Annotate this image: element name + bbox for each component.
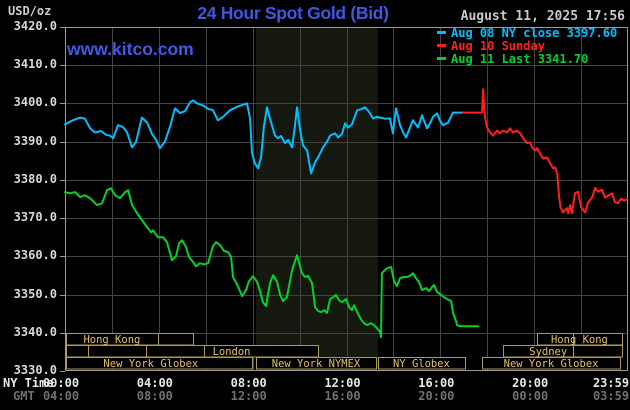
session-box: [256, 357, 377, 370]
session-box: [66, 345, 89, 358]
legend-item-aug08: Aug 08 NY close 3397.60: [437, 25, 618, 40]
session-box: [158, 333, 194, 346]
highlight-band: [255, 27, 378, 371]
x-tick-label-ny: 23:59: [592, 376, 630, 390]
x-tick-label-gmt: 20:00: [418, 389, 455, 403]
series-line-aug10: [462, 88, 629, 215]
x-tick-label-ny: 16:00: [418, 376, 455, 390]
legend-label: Aug 08 NY close 3397.60: [451, 25, 618, 40]
x-tick-label-gmt: 08:00: [136, 389, 173, 403]
y-axis-label: 3360.0: [13, 248, 57, 263]
x-tick-label-gmt: 00:00: [512, 389, 549, 403]
x-tick-label-gmt: 12:00: [230, 389, 267, 403]
x-tick-label-ny: 08:00: [230, 376, 267, 390]
y-axis-label: 3400.0: [13, 95, 57, 110]
page-title: 24 Hour Spot Gold (Bid): [197, 3, 389, 23]
session-label: NY Globex: [392, 357, 450, 370]
datetime-label: August 11, 2025 17:56: [460, 9, 625, 24]
legend-dash-icon: [437, 31, 446, 34]
chart-legend: Aug 08 NY close 3397.60 Aug 10 Sunday Au…: [437, 25, 618, 66]
y-axis-label: 3330.0: [13, 363, 57, 377]
x-tick-label-gmt: 16:00: [324, 389, 361, 403]
y-axis-label: 3380.0: [13, 171, 57, 186]
session-box: [378, 357, 466, 370]
session-label: New York NYMEX: [271, 357, 361, 370]
session-label: London: [212, 345, 251, 358]
session-box: [88, 345, 147, 358]
x-tick-label-gmt: 03:59: [592, 389, 630, 403]
session-label: Sydney: [529, 345, 568, 358]
session-label: Hong Kong: [550, 333, 608, 346]
x-tick-label-ny: 00:00: [42, 376, 80, 390]
y-axis-label: 3420.0: [13, 19, 57, 33]
x-tick-label-ny: 20:00: [512, 376, 549, 390]
y-axis-label: 3410.0: [13, 57, 57, 72]
session-box: [573, 345, 623, 358]
legend-label: Aug 10 Sunday: [451, 38, 545, 53]
y-axis-label: 3370.0: [13, 210, 57, 225]
session-label: New York Globex: [103, 357, 199, 370]
y-axis-label: 3390.0: [13, 133, 57, 148]
y-axis-units-label: USD/oz: [8, 4, 52, 18]
legend-dash-icon: [437, 44, 446, 47]
x-tick-label-gmt: 04:00: [42, 389, 80, 403]
series-line-aug08: [64, 99, 465, 175]
y-axis-label: 3340.0: [13, 324, 57, 339]
session-box: [66, 357, 253, 370]
session-label: New York Globex: [503, 357, 599, 370]
series-line-aug11: [64, 187, 480, 338]
x-axis-gmt-label: GMT: [13, 389, 35, 403]
legend-dash-icon: [437, 57, 446, 60]
y-axis-label: 3350.0: [13, 286, 57, 301]
x-tick-label-ny: 12:00: [324, 376, 361, 390]
session-label: Hong Kong: [83, 333, 141, 346]
kitco-watermark: www.kitco.com: [67, 39, 194, 59]
legend-item-aug10: Aug 10 Sunday: [437, 38, 617, 53]
session-box: [482, 357, 621, 370]
session-box: [146, 345, 205, 358]
legend-item-aug11: Aug 11 Last 3341.70: [437, 51, 617, 66]
x-axis-ny-time-label: NY Time: [3, 376, 54, 390]
legend-label: Aug 11 Last 3341.70: [451, 51, 589, 66]
x-tick-label-ny: 04:00: [136, 376, 173, 390]
